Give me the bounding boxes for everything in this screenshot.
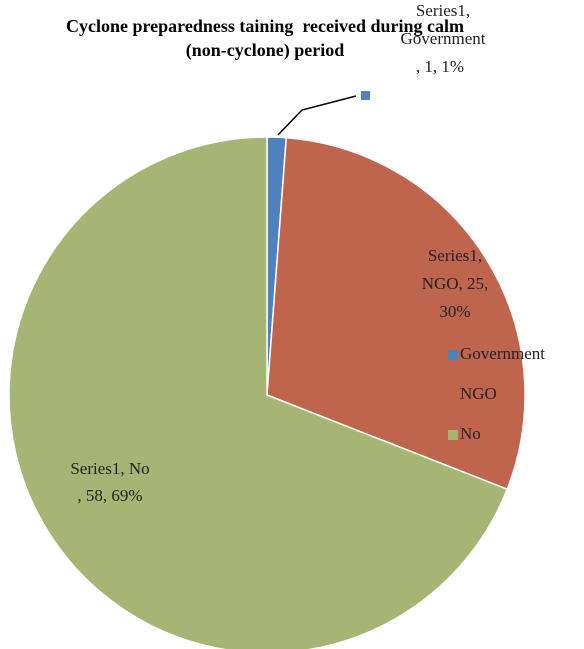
leader-line xyxy=(277,95,357,136)
data-label: Series1, No xyxy=(70,459,149,478)
chart-title: Cyclone preparedness taining received du… xyxy=(66,16,469,60)
legend-marker xyxy=(361,91,370,100)
legend-marker xyxy=(448,350,458,360)
legend-label: Government xyxy=(460,344,545,363)
data-label: 30% xyxy=(439,302,470,321)
pie-slice xyxy=(266,136,526,491)
data-label: , 58, 69% xyxy=(77,486,142,505)
legend-marker xyxy=(448,430,458,440)
data-label: Government xyxy=(401,29,486,48)
pie-slice xyxy=(8,136,509,649)
data-label: , 1, 1% xyxy=(416,57,464,76)
data-label: Series1, xyxy=(416,1,470,20)
legend-label: No xyxy=(460,424,481,443)
data-label: NGO, 25, xyxy=(422,274,489,293)
data-label: Series1, xyxy=(428,246,482,265)
legend-label: NGO xyxy=(460,384,497,403)
legend-marker xyxy=(448,390,458,400)
